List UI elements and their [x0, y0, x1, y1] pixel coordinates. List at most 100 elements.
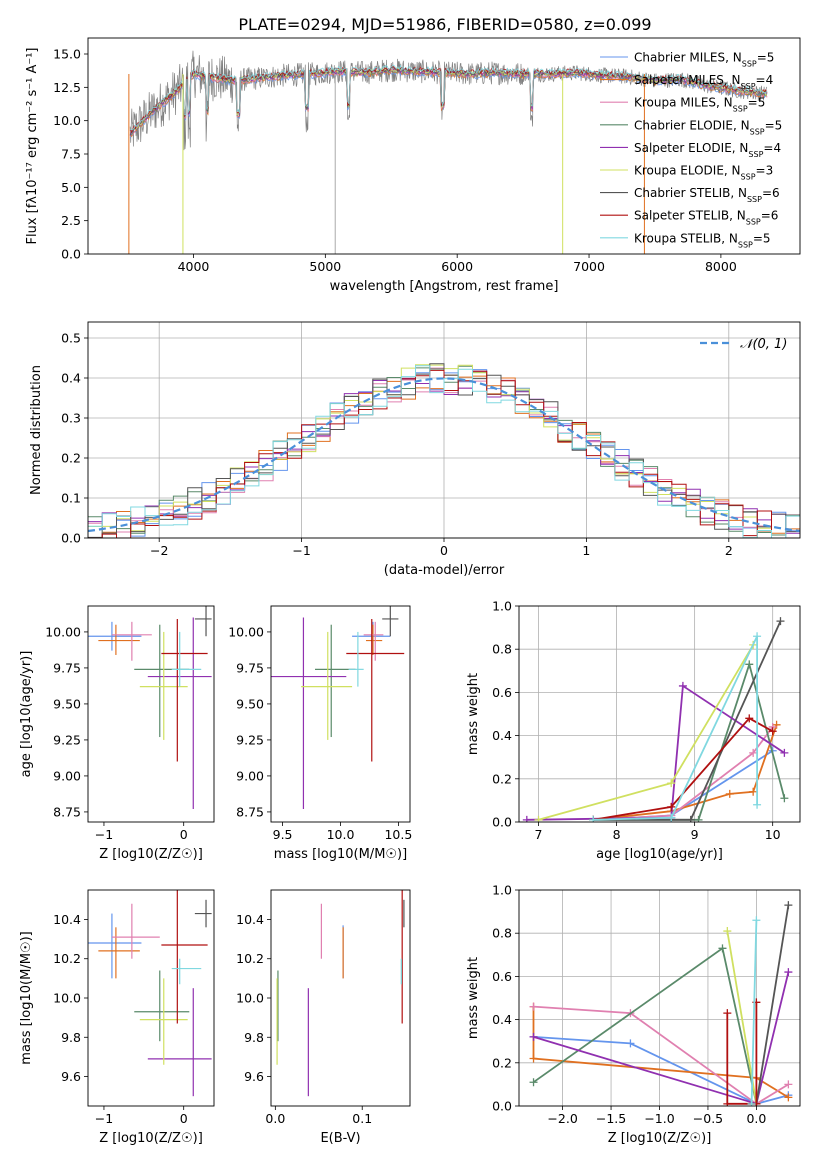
x-axis-label: Z [log10(Z/Z☉)]: [99, 1131, 203, 1146]
mass-weight-vs-Z-plot-area: [529, 901, 793, 1106]
axes-frame: [87, 321, 801, 539]
y-tick-label: 9.00: [236, 768, 264, 783]
mass-weight-marker: [534, 815, 543, 822]
mass-weight-marker: [776, 617, 785, 626]
y-axis-label: Normed distribution: [29, 365, 44, 495]
x-tick-label: −1.0: [644, 1111, 674, 1126]
errorbar-point: [382, 606, 399, 637]
mass-vs-EBV-plot-area: [276, 890, 405, 1097]
axes-frame: [518, 889, 801, 1107]
errorbar-point: [365, 624, 383, 655]
mass-weight-marker: [667, 813, 676, 822]
y-axis-label: mass [log10(M/M☉)]: [19, 931, 34, 1064]
legend-entry: Chabrier MILES, NSSP=5: [634, 51, 774, 69]
errorbar-point: [139, 631, 188, 740]
errorbar-point: [98, 624, 140, 655]
y-tick-label: 0.8: [492, 926, 512, 941]
x-tick-label: 9: [691, 827, 699, 842]
x-tick-label: −1: [292, 543, 310, 558]
x-tick-label: 10: [765, 827, 781, 842]
x-tick-label: 1: [582, 543, 590, 558]
errorbar-point: [111, 903, 160, 959]
x-tick-label: 0: [180, 1111, 188, 1126]
mass-weight-vs-age-panel: 7 8 9 10 0.0 0.2 0.4 0.6 0.8 1.0 age [log10(age/yr…: [466, 599, 801, 862]
errorbar-point: [171, 631, 202, 687]
mass-weight-line: [532, 1006, 789, 1099]
y-tick-label: 12.5: [53, 80, 81, 95]
mass-weight-marker: [768, 727, 777, 736]
x-tick-label: 2: [725, 543, 733, 558]
y-axis-label: age [log10(age/yr)]: [19, 651, 34, 778]
y-tick-label: 0.4: [492, 1012, 512, 1027]
errorbar-point: [194, 606, 212, 637]
x-tick-label: 0: [440, 543, 448, 558]
x-axis-label: Z [log10(Z/Z☉)]: [99, 847, 203, 862]
y-tick-label: 10.0: [53, 991, 81, 1006]
y-tick-label: 0.2: [492, 1055, 512, 1070]
y-tick-label: 9.25: [236, 732, 264, 747]
x-tick-label: −1.5: [596, 1111, 626, 1126]
y-axis-label: mass weight: [466, 957, 481, 1039]
mass-weight-marker: [718, 944, 727, 953]
mass-weight-marker: [723, 1009, 732, 1018]
legend-entry: Kroupa MILES, NSSP=5: [634, 96, 765, 114]
y-tick-label: 9.6: [244, 1069, 264, 1084]
mass-weight-marker: [784, 901, 793, 910]
mass-weight-marker: [725, 789, 734, 798]
y-tick-label: 0.5: [61, 331, 81, 346]
mass-weight-line: [593, 749, 774, 821]
y-tick-label: 9.50: [236, 696, 264, 711]
mass-vs-Z-plot-area: [88, 890, 212, 1097]
mass-weight-line: [750, 920, 758, 1104]
mass-weight-line: [593, 717, 774, 821]
legend-entry: Salpeter STELIB, NSSP=6: [634, 209, 778, 227]
mass-vs-Z-panel: −1 0 9.6 9.8 10.0 10.2 10.4 Z [log10(Z/Z☉)] mass…: [19, 889, 215, 1146]
x-tick-label: 8000: [705, 259, 737, 274]
mass-vs-EBV-panel: 0.0 0.1 9.6 9.8 10.0 10.2 10.4 E(B-V): [236, 889, 411, 1146]
y-tick-label: 7.5: [61, 147, 81, 162]
y-tick-label: 9.50: [53, 696, 81, 711]
y-tick-label: 9.6: [61, 1069, 81, 1084]
errorbar-point: [88, 913, 142, 979]
x-axis-label: mass [log10(M/M☉)]: [274, 847, 407, 862]
errorbar-point: [348, 631, 364, 687]
y-tick-label: 1.0: [492, 599, 512, 614]
y-tick-label: 2.5: [61, 213, 81, 228]
errorbar-point: [363, 621, 384, 661]
y-tick-label: 0.2: [61, 451, 81, 466]
errorbar-point: [98, 927, 140, 979]
y-tick-label: 10.4: [53, 912, 81, 927]
mass-weight-marker: [589, 815, 598, 822]
y-tick-label: 10.00: [228, 624, 264, 639]
mass-weight-line: [538, 644, 754, 821]
x-tick-label: 10.0: [327, 827, 355, 842]
residual-histogram-plot-area: [88, 363, 800, 538]
mass-weight-marker: [780, 748, 789, 757]
errorbar-point: [271, 617, 347, 810]
axes-frame: [87, 889, 215, 1107]
y-tick-label: 10.00: [45, 624, 81, 639]
errorbar-point: [88, 621, 142, 651]
y-tick-label: 0.8: [492, 642, 512, 657]
x-tick-label: 7000: [573, 259, 605, 274]
mass-weight-marker: [752, 916, 761, 925]
x-tick-label: 8: [613, 827, 621, 842]
mass-weight-line: [593, 635, 758, 821]
axes-frame: [270, 605, 411, 823]
mass-weight-line: [526, 684, 785, 821]
errorbar-point: [134, 970, 190, 1042]
age-vs-Z-plot-area: [88, 606, 212, 810]
y-tick-label: 10.2: [53, 951, 81, 966]
legend-entry: Chabrier STELIB, NSSP=6: [634, 186, 780, 204]
mass-weight-marker: [667, 802, 676, 811]
axes-frame: [518, 605, 801, 823]
normal-reference-curve: [88, 377, 800, 533]
mass-weight-marker: [784, 1093, 793, 1102]
x-axis-label: E(B-V): [320, 1131, 360, 1146]
spectrum-plot-area: [128, 50, 768, 254]
errorbar-point: [315, 624, 356, 738]
y-tick-label: 10.0: [236, 991, 264, 1006]
y-tick-label: 8.75: [53, 804, 81, 819]
histogram-step-line: [88, 369, 800, 538]
errorbar-point: [171, 958, 202, 985]
